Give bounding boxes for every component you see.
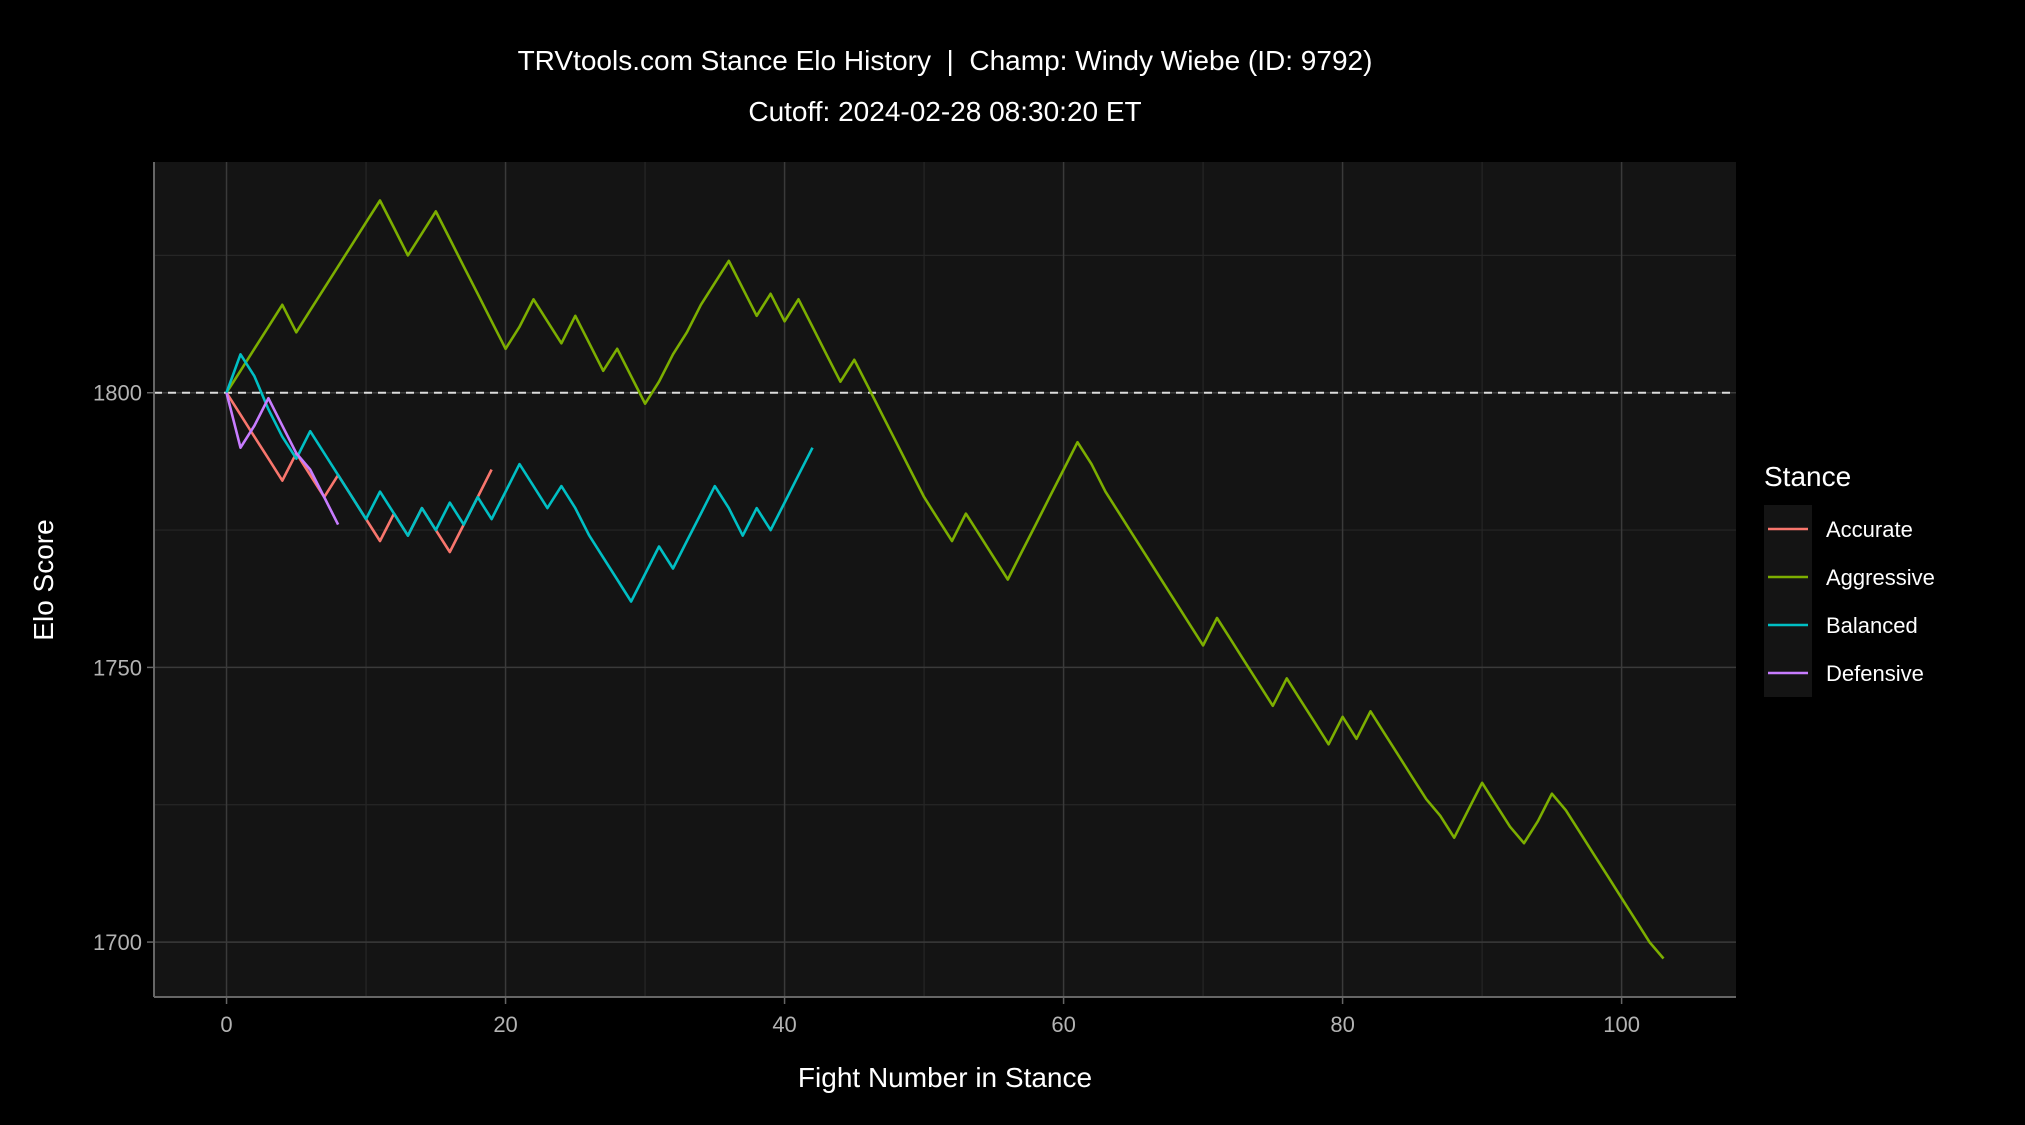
x-axis-label: Fight Number in Stance xyxy=(798,1062,1092,1093)
legend-label-balanced: Balanced xyxy=(1826,613,1918,638)
x-tick-label: 100 xyxy=(1603,1012,1640,1037)
legend-key-background xyxy=(1764,505,1812,697)
series-line-balanced xyxy=(225,352,814,603)
x-axis-ticks: 0 20 40 60 80 100 xyxy=(220,997,1640,1037)
series-line-defensive xyxy=(225,392,340,526)
x-tick-label: 20 xyxy=(493,1012,517,1037)
legend-title: Stance xyxy=(1764,461,1851,492)
y-tick-label: 1750 xyxy=(93,655,142,680)
y-axis-ticks: 1700 1750 1800 xyxy=(93,381,154,955)
legend-label-accurate: Accurate xyxy=(1826,517,1913,542)
series-line-aggressive xyxy=(225,199,1665,960)
legend: Stance Accurate Aggressive Balanced Defensi… xyxy=(1764,461,1935,697)
x-tick-label: 60 xyxy=(1051,1012,1075,1037)
chart-title: TRVtools.com Stance Elo History | Champ:… xyxy=(518,45,1373,76)
legend-label-aggressive: Aggressive xyxy=(1826,565,1935,590)
x-tick-label: 40 xyxy=(772,1012,796,1037)
y-tick-label: 1800 xyxy=(93,381,142,406)
legend-label-defensive: Defensive xyxy=(1826,661,1924,686)
x-tick-label: 80 xyxy=(1330,1012,1354,1037)
y-axis-label: Elo Score xyxy=(28,519,59,640)
x-tick-label: 0 xyxy=(220,1012,232,1037)
y-tick-label: 1700 xyxy=(93,930,142,955)
chart-subtitle: Cutoff: 2024-02-28 08:30:20 ET xyxy=(748,96,1141,127)
major-gridlines xyxy=(154,162,1736,997)
plot-panel xyxy=(154,162,1736,997)
series-lines xyxy=(225,199,1665,960)
